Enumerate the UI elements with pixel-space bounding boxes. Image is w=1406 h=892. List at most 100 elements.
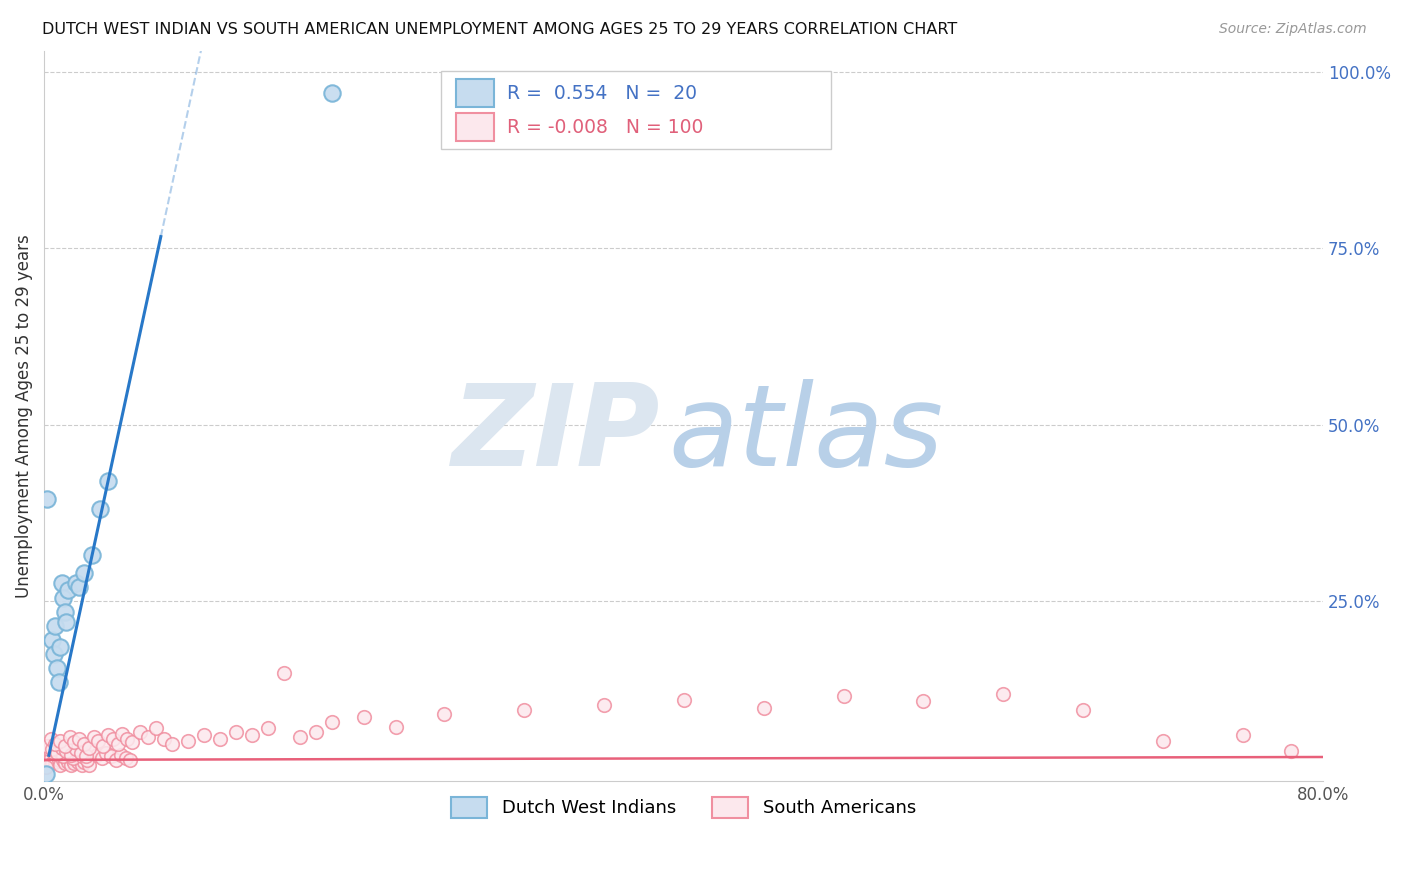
- Point: [160, 737, 183, 751]
- Point: [76, 747, 98, 762]
- Point: [97, 474, 120, 488]
- Point: [56, 583, 79, 598]
- Point: [321, 86, 343, 100]
- Point: [77, 757, 100, 772]
- Point: [63, 756, 86, 771]
- Point: [66, 755, 89, 769]
- Text: ZIP: ZIP: [453, 378, 661, 490]
- Point: [305, 724, 328, 739]
- Point: [49, 757, 72, 772]
- Point: [48, 744, 70, 758]
- Point: [41, 742, 63, 756]
- Point: [77, 740, 100, 755]
- Point: [193, 728, 215, 742]
- Point: [89, 502, 111, 516]
- Point: [41, 756, 63, 771]
- Point: [273, 666, 295, 681]
- Point: [120, 753, 142, 767]
- Point: [136, 730, 159, 744]
- Point: [111, 727, 134, 741]
- Point: [65, 742, 87, 756]
- Point: [35, 767, 58, 781]
- Point: [48, 753, 70, 767]
- Point: [52, 591, 75, 605]
- Point: [59, 749, 82, 764]
- Point: [76, 753, 98, 767]
- Point: [70, 746, 93, 760]
- Point: [672, 693, 695, 707]
- Point: [67, 749, 90, 764]
- Point: [44, 755, 66, 769]
- Point: [129, 724, 152, 739]
- Point: [832, 690, 855, 704]
- Point: [90, 750, 112, 764]
- Text: atlas: atlas: [668, 378, 943, 490]
- Point: [38, 742, 60, 756]
- Text: R = -0.008   N = 100: R = -0.008 N = 100: [508, 118, 703, 136]
- Point: [70, 753, 93, 767]
- Point: [52, 753, 75, 767]
- Point: [121, 735, 143, 749]
- Point: [288, 730, 311, 744]
- Point: [177, 733, 200, 747]
- Point: [55, 615, 77, 630]
- Point: [101, 731, 124, 746]
- Point: [153, 731, 176, 746]
- Point: [53, 756, 76, 771]
- Point: [53, 739, 76, 753]
- FancyBboxPatch shape: [440, 71, 831, 149]
- Point: [240, 728, 263, 742]
- Point: [48, 675, 70, 690]
- Legend: Dutch West Indians, South Americans: Dutch West Indians, South Americans: [443, 788, 925, 827]
- Point: [65, 576, 87, 591]
- Point: [60, 757, 83, 772]
- Point: [56, 740, 79, 755]
- Point: [51, 749, 73, 764]
- Point: [1071, 703, 1094, 717]
- Point: [37, 491, 59, 506]
- Point: [73, 566, 96, 580]
- Point: [91, 739, 114, 753]
- Point: [80, 744, 103, 758]
- Point: [257, 721, 280, 735]
- Point: [353, 710, 375, 724]
- Point: [105, 753, 128, 767]
- Text: DUTCH WEST INDIAN VS SOUTH AMERICAN UNEMPLOYMENT AMONG AGES 25 TO 29 YEARS CORRE: DUTCH WEST INDIAN VS SOUTH AMERICAN UNEM…: [42, 22, 957, 37]
- Point: [114, 750, 136, 764]
- Point: [51, 740, 73, 755]
- Point: [53, 605, 76, 619]
- Point: [100, 749, 122, 764]
- Point: [59, 730, 82, 744]
- Point: [107, 737, 129, 751]
- Point: [44, 619, 66, 633]
- Point: [39, 750, 62, 764]
- Point: [55, 750, 77, 764]
- Point: [37, 739, 59, 753]
- Point: [117, 731, 139, 746]
- Point: [1232, 728, 1254, 742]
- Point: [433, 706, 456, 721]
- Point: [96, 746, 118, 760]
- Point: [65, 750, 87, 764]
- Point: [225, 724, 247, 739]
- Point: [72, 757, 94, 772]
- Point: [1279, 744, 1302, 758]
- Point: [38, 753, 60, 767]
- Point: [912, 694, 935, 708]
- Point: [752, 701, 775, 715]
- Point: [73, 755, 96, 769]
- Point: [35, 760, 58, 774]
- Point: [75, 750, 97, 764]
- Point: [42, 746, 65, 760]
- Point: [37, 749, 59, 764]
- Point: [993, 687, 1015, 701]
- Point: [97, 728, 120, 742]
- Point: [67, 580, 90, 594]
- Point: [49, 640, 72, 654]
- Point: [75, 749, 97, 764]
- Point: [55, 744, 77, 758]
- Point: [86, 747, 108, 762]
- Point: [39, 731, 62, 746]
- Point: [44, 737, 66, 751]
- Point: [72, 749, 94, 764]
